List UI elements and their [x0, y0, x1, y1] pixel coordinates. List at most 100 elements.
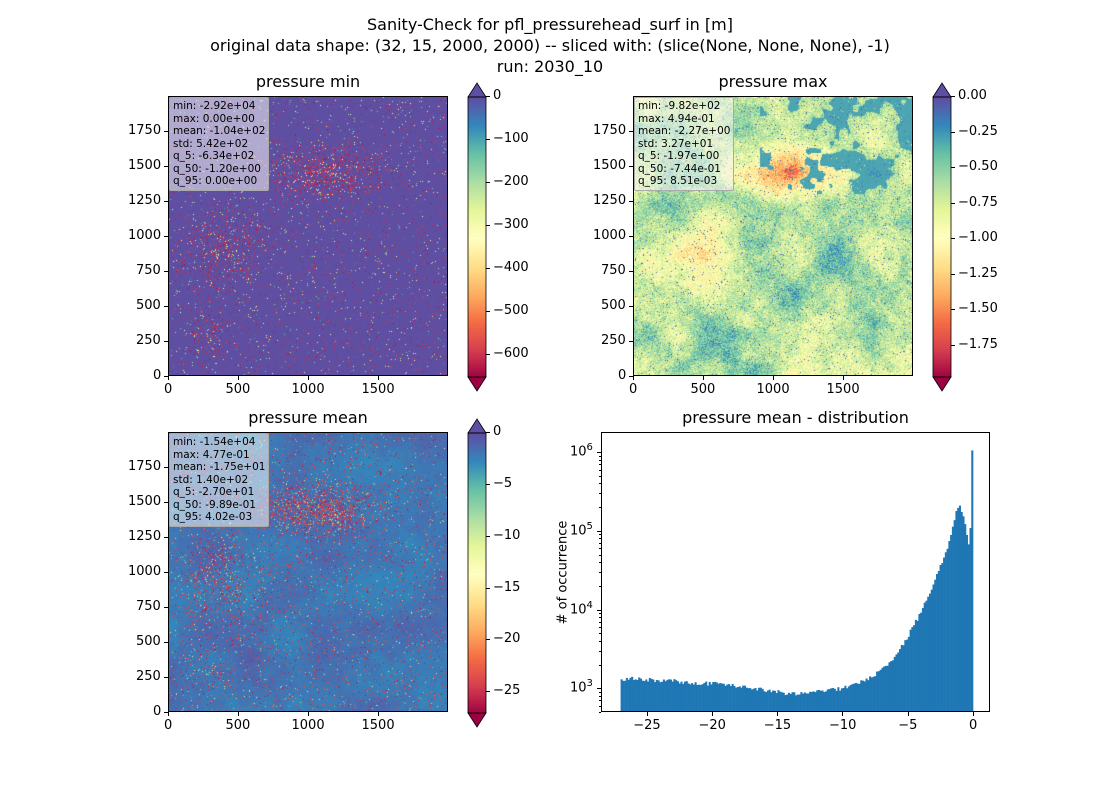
x-tick-label: −20 — [698, 718, 726, 733]
colorbar-segment — [933, 255, 951, 259]
colorbar-segment — [933, 283, 951, 287]
histogram-bar — [710, 684, 713, 712]
stats-box: min: -1.54e+04 max: 4.77e-01 mean: -1.75e+… — [169, 433, 270, 527]
stats-line: q_50: -7.44e-01 — [638, 162, 721, 175]
y-tick-label: 106 — [570, 442, 593, 459]
colorbar-segment — [468, 192, 486, 196]
histogram-bar — [641, 680, 644, 712]
colorbar-segment — [933, 234, 951, 238]
histogram-plot — [601, 432, 990, 712]
colorbar-tick-label: 0 — [493, 88, 502, 103]
colorbar-segment — [933, 108, 951, 112]
panel-title-distribution: pressure mean - distribution — [682, 408, 909, 427]
histogram-bar — [918, 613, 921, 712]
colorbar-segment — [933, 274, 951, 278]
y-tick-label: 500 — [601, 298, 626, 313]
histogram-bar — [743, 685, 747, 712]
histogram-bar — [874, 676, 877, 712]
colorbar-segment — [468, 463, 486, 467]
colorbar-segment — [933, 241, 951, 245]
histogram-bar — [879, 669, 882, 712]
colorbar-segment — [468, 458, 486, 462]
colorbar-segment — [468, 570, 486, 574]
colorbar-segment — [468, 482, 486, 485]
colorbar-segment — [468, 584, 486, 588]
histogram-bar — [895, 654, 898, 712]
histogram-bar — [671, 681, 674, 712]
colorbar-segment — [468, 344, 486, 348]
colorbar-segment — [468, 160, 486, 163]
x-tick-label: 0 — [969, 718, 978, 733]
colorbar-segment — [468, 288, 486, 292]
colorbar-segment — [468, 582, 486, 586]
y-tick-label: 1750 — [128, 459, 162, 474]
y-minor-tick — [599, 621, 601, 623]
histogram-bar — [948, 541, 951, 712]
x-tick-mark — [973, 712, 975, 716]
histogram-bar — [946, 548, 949, 712]
colorbar-segment — [468, 563, 486, 567]
panel-title-pressure-max: pressure max — [718, 72, 828, 91]
colorbar-segment — [468, 510, 486, 513]
histogram-bar — [770, 692, 773, 712]
histogram-bar — [828, 688, 831, 712]
colorbar-tick-label: −25 — [493, 683, 521, 699]
colorbar-segment — [468, 111, 486, 114]
colorbar-segment — [468, 190, 486, 194]
colorbar-segment — [468, 267, 486, 271]
colorbar-segment — [468, 451, 486, 455]
colorbar-tick-mark — [486, 587, 490, 589]
stats-line: q_95: 0.00e+00 — [173, 175, 258, 187]
colorbar-segment — [933, 150, 951, 154]
x-tick-label: 1500 — [826, 382, 860, 397]
histogram-bar — [833, 688, 836, 712]
x-tick-label: −25 — [633, 718, 661, 733]
y-tick-label: 0 — [618, 368, 627, 383]
y-tick-label: 250 — [136, 669, 161, 684]
colorbar-segment — [468, 470, 486, 474]
colorbar-segment — [468, 230, 486, 233]
histogram-bar — [960, 511, 963, 712]
y-tick-mark — [597, 452, 601, 454]
histogram-bar — [678, 683, 681, 712]
histogram-bar — [768, 689, 771, 712]
colorbar-segment — [468, 605, 486, 609]
colorbar-segment — [468, 274, 486, 278]
histogram-bar — [826, 689, 829, 712]
colorbar-segment — [468, 668, 486, 672]
histogram-bar — [680, 681, 683, 712]
colorbar-segment — [468, 468, 486, 471]
y-axis-label: # of occurrence — [555, 520, 571, 624]
histogram-bar — [950, 534, 953, 712]
histogram-bar — [817, 689, 821, 712]
histogram-bar — [717, 683, 720, 712]
colorbar-segment — [933, 321, 951, 324]
y-minor-tick — [599, 507, 601, 509]
colorbar-segment — [468, 118, 486, 121]
colorbar-segment — [468, 197, 486, 201]
x-tick-mark — [843, 376, 844, 380]
histogram-bar — [758, 687, 761, 712]
colorbar-segment — [933, 300, 951, 303]
histogram-bar — [738, 686, 741, 712]
histogram-bar — [740, 687, 743, 712]
colorbar-segment — [933, 218, 951, 222]
colorbar-tick-label: −0.75 — [958, 194, 998, 210]
histogram-bar — [721, 683, 724, 712]
histogram-bar — [782, 692, 785, 712]
histogram-bar — [921, 607, 924, 712]
y-tick-label: 1750 — [128, 123, 162, 138]
colorbar-segment — [933, 302, 951, 306]
y-tick-label: 1250 — [593, 193, 627, 208]
axes-frame — [601, 432, 990, 712]
colorbar-tick-label: −400 — [493, 260, 529, 276]
histogram-bar — [839, 690, 842, 712]
colorbar-segment — [468, 374, 486, 378]
histogram-bar — [957, 507, 960, 712]
colorbar-segment — [468, 680, 486, 684]
histogram-bar — [703, 682, 706, 712]
colorbar-segment — [468, 265, 486, 268]
colorbar-segment — [933, 358, 951, 362]
colorbar-segment — [468, 260, 486, 264]
x-tick-label: 0 — [629, 382, 638, 397]
